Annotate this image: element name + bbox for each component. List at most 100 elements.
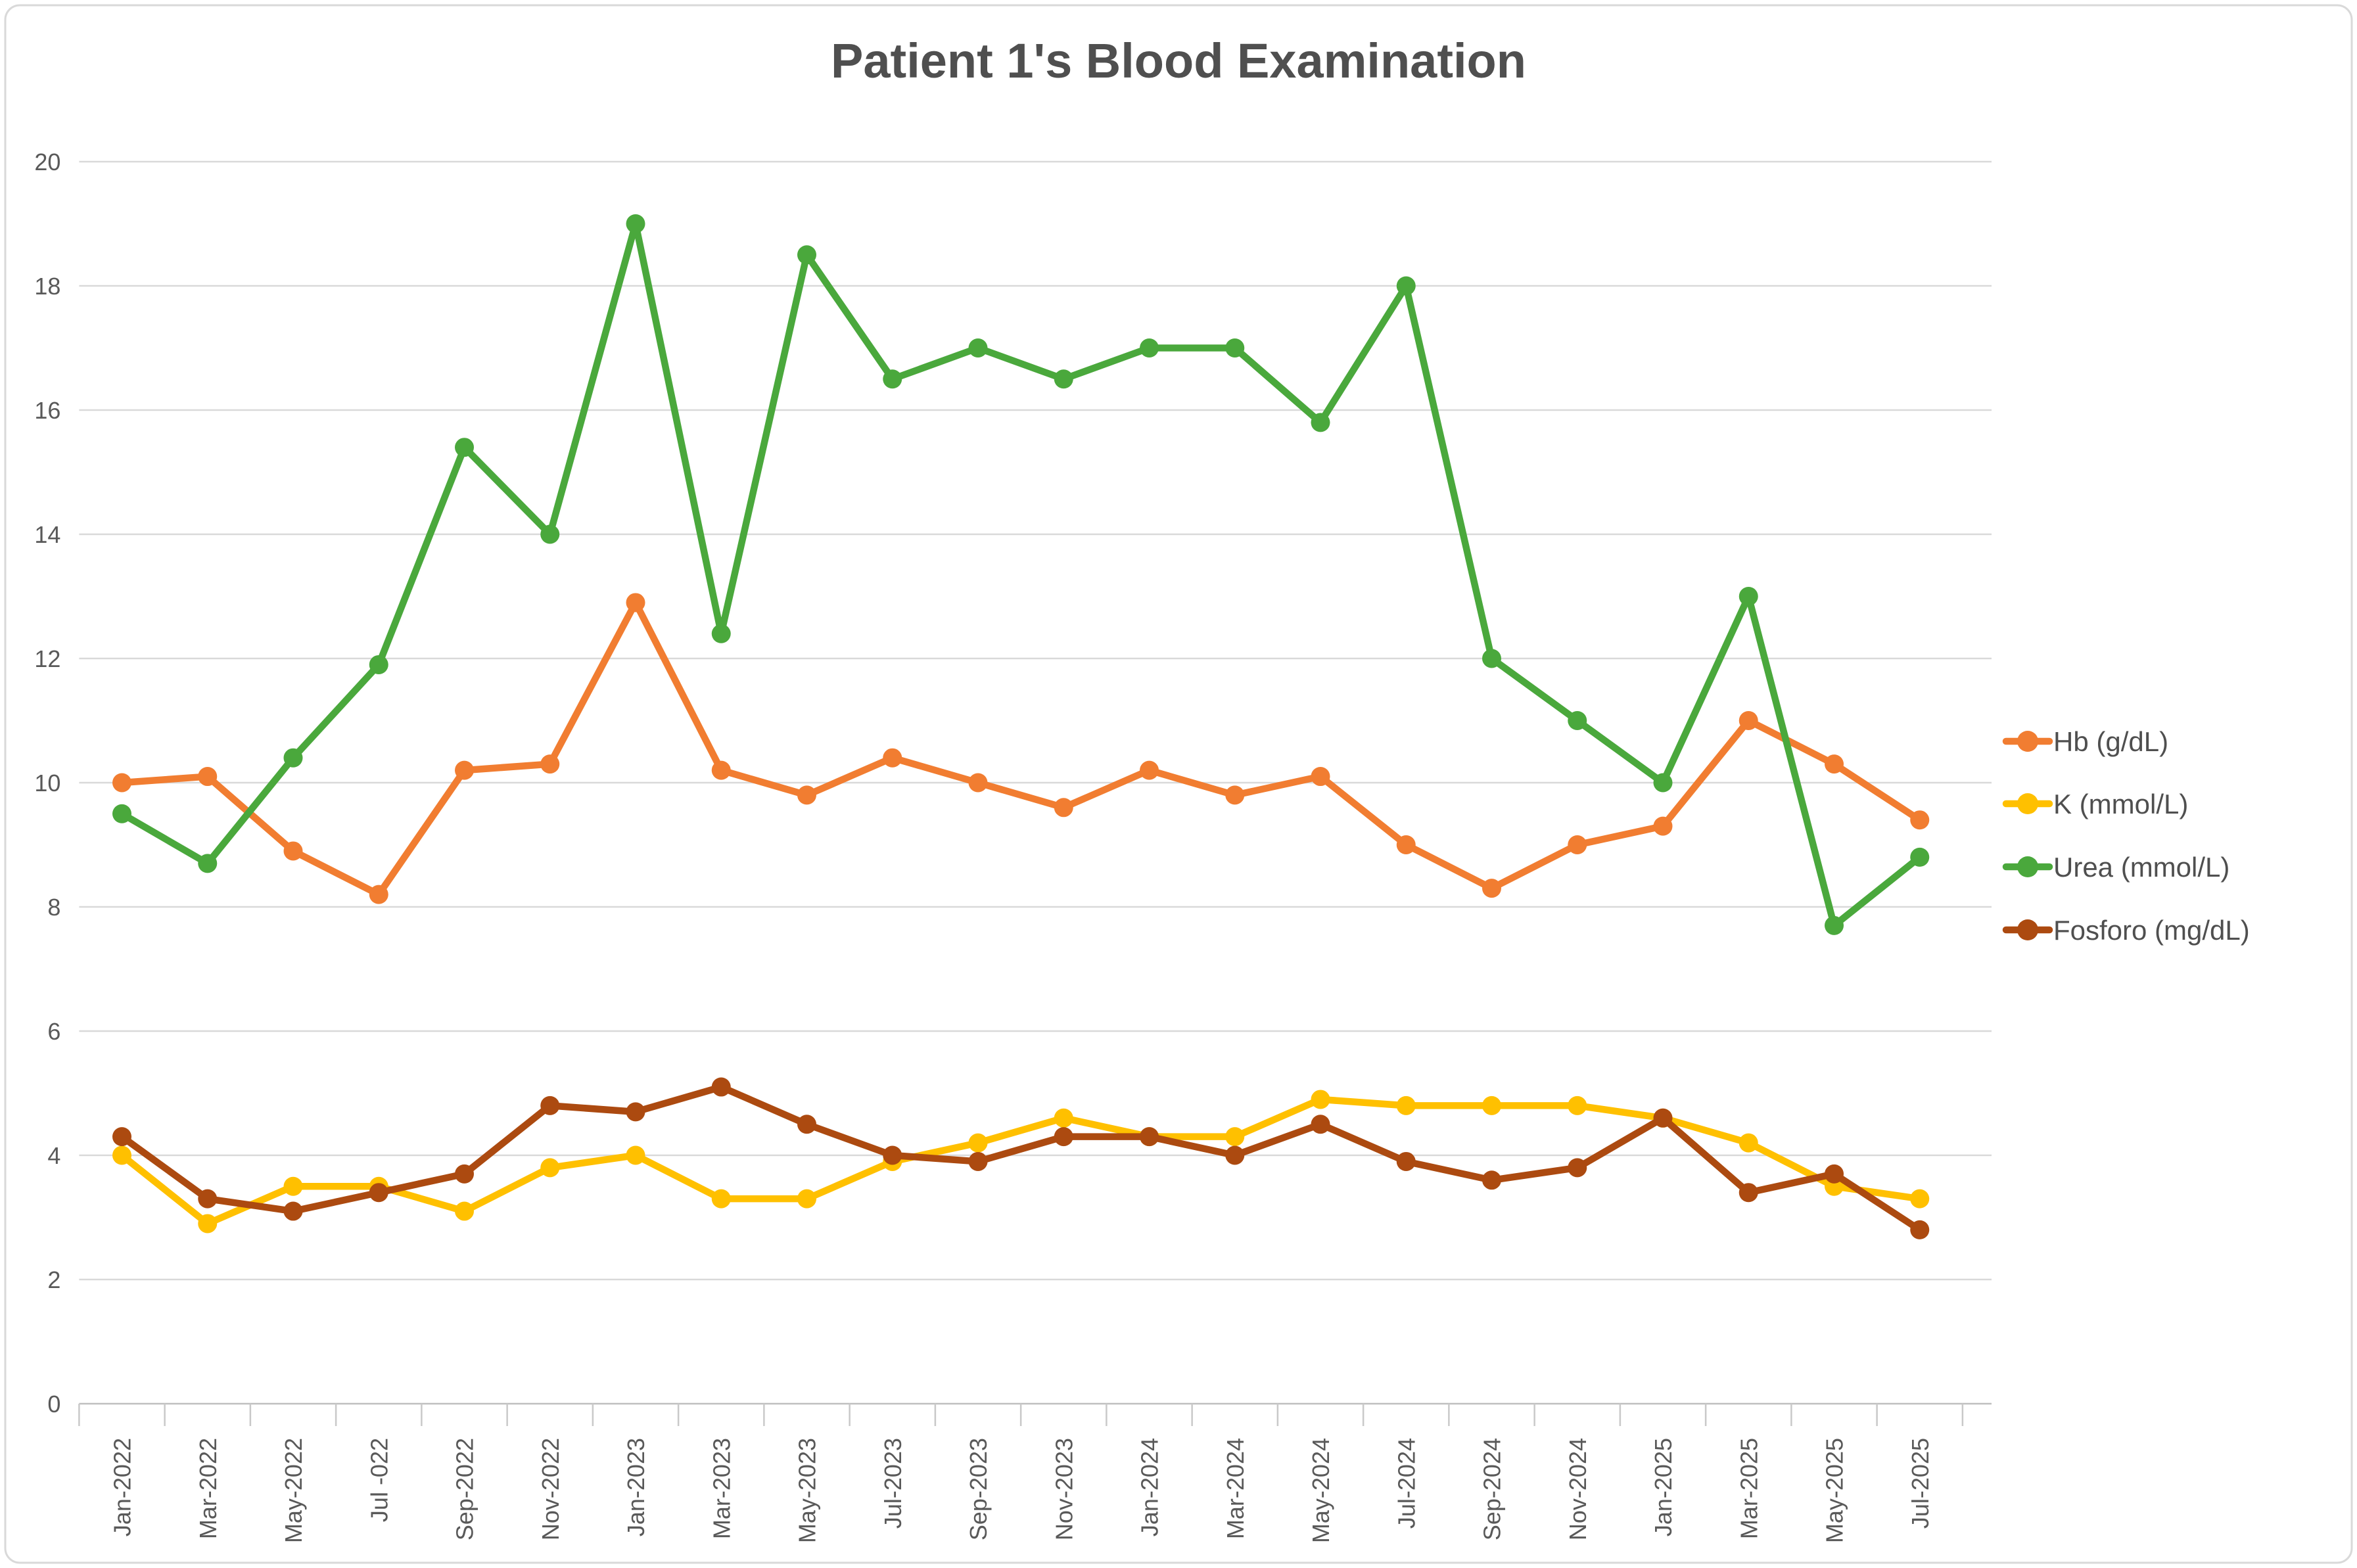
data-point-marker: [1910, 847, 1930, 867]
data-point-marker: [112, 804, 131, 823]
data-point-marker: [198, 1189, 218, 1209]
data-point-marker: [369, 1183, 388, 1203]
x-axis-label-Sep-2024: Sep-2024: [1479, 1438, 1506, 1540]
data-point-marker: [540, 1158, 560, 1178]
data-point-marker: [1739, 1183, 1758, 1203]
data-point-marker: [1910, 1220, 1930, 1239]
x-axis-label-Jan-2025: Jan-2025: [1650, 1438, 1677, 1536]
legend-label: Fosforo (mg/dL): [2053, 915, 2250, 946]
series-Fosforo (mg/dL): [112, 1077, 1930, 1239]
y-axis-label-4: 4: [47, 1142, 60, 1169]
series-K (mmol/L): [112, 1090, 1930, 1234]
series-line: [118, 1095, 1923, 1228]
y-axis-label-6: 6: [47, 1018, 60, 1045]
data-point-marker: [1568, 711, 1587, 730]
data-point-marker: [1311, 767, 1330, 787]
data-point-marker: [1054, 369, 1073, 389]
series-line: [118, 220, 1923, 929]
legend-swatch-marker-icon: [2017, 919, 2038, 940]
y-axis-label-16: 16: [34, 397, 60, 424]
data-point-marker: [968, 773, 988, 793]
x-axis-labels: Jan-2022 Mar-2022 May-2022 Jul -022 Sep-2022…: [109, 1438, 1934, 1543]
legend-swatch-marker-icon: [2017, 856, 2038, 877]
x-axis-label-Jul-2023: Jul-2023: [879, 1438, 906, 1529]
data-point-marker: [1396, 835, 1416, 854]
legend-label: K (mmol/L): [2053, 789, 2188, 819]
data-point-marker: [1739, 711, 1758, 730]
data-point-marker: [112, 773, 131, 793]
data-point-marker: [198, 1214, 218, 1234]
data-point-marker: [1739, 587, 1758, 606]
legend-item-Hb (g/dL)[interactable]: Hb (g/dL): [2002, 726, 2168, 757]
x-axis-label-Jan-2024: Jan-2024: [1136, 1438, 1163, 1536]
legend-label: Hb (g/dL): [2053, 726, 2168, 757]
data-point-marker: [968, 1151, 988, 1171]
data-point-marker: [1482, 879, 1501, 898]
x-axis-label-Nov-2024: Nov-2024: [1564, 1438, 1591, 1540]
x-axis-label-Nov-2023: Nov-2023: [1050, 1438, 1077, 1540]
y-axis-labels: 0 2 4 6 8 10 12 14 16 18 20: [34, 149, 60, 1418]
series-line: [118, 1083, 1923, 1234]
y-axis-label-8: 8: [47, 894, 60, 921]
data-point-marker: [1482, 649, 1501, 668]
y-axis-label-12: 12: [34, 645, 60, 672]
data-point-marker: [1054, 1108, 1073, 1128]
data-point-marker: [1311, 1115, 1330, 1134]
legend-item-Fosforo (mg/dL)[interactable]: Fosforo (mg/dL): [2002, 915, 2250, 946]
data-point-marker: [1396, 1151, 1416, 1171]
x-axis-ticks: [78, 1404, 1964, 1426]
gridlines: [79, 160, 1992, 1405]
data-point-marker: [112, 1127, 131, 1147]
data-point-marker: [711, 1077, 731, 1097]
chart-title: Patient 1's Blood Examination: [831, 34, 1526, 88]
data-point-marker: [711, 760, 731, 780]
x-axis-label-Jul -022: Jul -022: [365, 1438, 392, 1522]
data-point-marker: [626, 593, 645, 612]
data-point-marker: [1568, 835, 1587, 854]
x-axis-label-Jul-2024: Jul-2024: [1393, 1438, 1420, 1529]
data-point-marker: [455, 1201, 474, 1221]
y-axis-label-0: 0: [47, 1391, 60, 1418]
x-axis-label-May-2025: May-2025: [1821, 1438, 1848, 1543]
legend-item-Urea (mmol/L)[interactable]: Urea (mmol/L): [2002, 852, 2229, 883]
data-point-marker: [968, 1133, 988, 1153]
data-point-marker: [455, 438, 474, 457]
data-point-marker: [369, 885, 388, 904]
data-point-marker: [1396, 276, 1416, 296]
data-point-marker: [198, 767, 218, 787]
data-point-marker: [112, 1145, 131, 1165]
legend-label: Urea (mmol/L): [2053, 852, 2229, 883]
data-point-marker: [540, 754, 560, 774]
data-point-marker: [455, 1164, 474, 1184]
data-point-marker: [626, 1145, 645, 1165]
x-axis-label-Jul-2025: Jul-2025: [1907, 1438, 1934, 1529]
data-point-marker: [1225, 1127, 1245, 1147]
data-point-marker: [1653, 816, 1673, 836]
data-point-marker: [1225, 338, 1245, 357]
data-point-marker: [369, 655, 388, 674]
series-Hb (g/dL): [112, 593, 1930, 904]
data-point-marker: [1140, 760, 1159, 780]
data-point-marker: [1910, 1189, 1930, 1209]
chart-border: [4, 4, 2353, 1564]
data-point-marker: [1482, 1095, 1501, 1115]
y-axis-label-10: 10: [34, 770, 60, 796]
data-point-marker: [1825, 915, 1844, 935]
data-point-marker: [1653, 1108, 1673, 1128]
legend-item-K (mmol/L)[interactable]: K (mmol/L): [2002, 789, 2188, 819]
data-point-marker: [626, 214, 645, 233]
data-point-marker: [283, 1201, 303, 1221]
data-point-marker: [540, 1095, 560, 1115]
x-axis-label-Sep-2023: Sep-2023: [965, 1438, 992, 1540]
y-axis-label-18: 18: [34, 273, 60, 300]
x-axis-label-May-2024: May-2024: [1307, 1438, 1334, 1543]
x-axis-label-Mar-2024: Mar-2024: [1222, 1438, 1249, 1539]
data-point-marker: [283, 841, 303, 861]
data-point-marker: [797, 1115, 816, 1134]
data-point-marker: [283, 1176, 303, 1196]
x-axis-label-Sep-2022: Sep-2022: [452, 1438, 478, 1540]
x-axis-label-Mar-2023: Mar-2023: [708, 1438, 735, 1539]
data-point-marker: [1825, 1164, 1844, 1184]
data-point-marker: [711, 624, 731, 643]
